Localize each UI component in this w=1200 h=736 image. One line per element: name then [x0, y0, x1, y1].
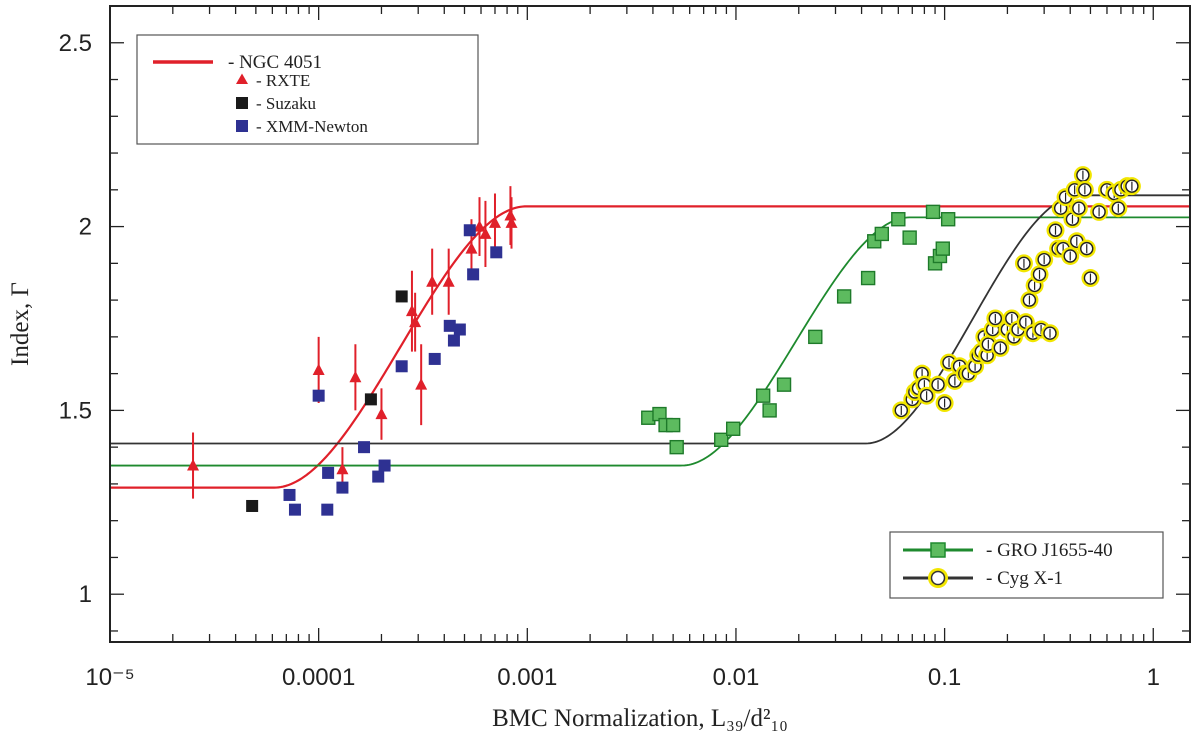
- y-tick-label: 1.5: [59, 397, 92, 424]
- gro-j1655-40-point: [808, 329, 823, 345]
- legend-rxte-label: - RXTE: [256, 71, 310, 90]
- xmm-newton-point: [322, 466, 335, 479]
- rxte-point: [409, 315, 422, 328]
- legend-rxte-marker: [236, 73, 248, 84]
- xmm-newton-point: [358, 441, 371, 454]
- gro-j1655-40-point: [891, 212, 906, 227]
- xmm-newton-point: [428, 352, 441, 365]
- legend-ngc4051-label: - NGC 4051: [228, 52, 322, 73]
- gro-j1655-40-point: [860, 270, 876, 286]
- gro-j1655-40-point: [935, 241, 950, 256]
- x-tick-label: 1: [1147, 664, 1160, 691]
- legend-cyg-marker: [930, 570, 946, 586]
- y-tick-label: 1: [79, 581, 92, 608]
- gro-j1655-40-point: [665, 417, 681, 433]
- data-points: [187, 166, 1141, 516]
- rxte-point: [488, 216, 501, 228]
- y-tick-label: 2: [79, 214, 92, 241]
- xmm-newton-point: [467, 268, 480, 281]
- xmm-newton-point: [463, 224, 476, 237]
- rxte-point: [426, 275, 439, 287]
- rxte-point: [375, 407, 388, 420]
- fit-curve-ngc-4051: [110, 205, 1190, 489]
- rxte-point: [336, 462, 349, 475]
- suzaku-point: [246, 499, 259, 512]
- x-tick-label: 0.0001: [282, 664, 355, 691]
- legend-xmm-label: - XMM-Newton: [256, 117, 368, 136]
- gro-j1655-40-point: [836, 289, 852, 304]
- gro-j1655-40-point: [669, 439, 684, 455]
- y-tick-label: 2.5: [59, 30, 92, 57]
- xmm-newton-point: [378, 459, 391, 472]
- gro-j1655-40-point: [940, 212, 956, 227]
- y-axis-label: Index, Γ: [7, 282, 34, 366]
- gro-j1655-40-point: [902, 230, 917, 245]
- fit-curve-cyg-x-1: [110, 194, 1190, 445]
- xmm-newton-point: [443, 319, 456, 332]
- xmm-newton-point: [283, 488, 296, 501]
- xmm-newton-point: [321, 503, 334, 516]
- legend-gro-label: - GRO J1655-40: [986, 540, 1113, 561]
- legend-top-left: - NGC 4051 - RXTE - Suzaku - XMM-Newton: [136, 34, 479, 145]
- gro-j1655-40-point: [714, 432, 729, 448]
- rxte-point: [405, 304, 418, 317]
- rxte-point: [504, 209, 517, 221]
- gro-j1655-40-point: [762, 403, 777, 418]
- x-axis-label: BMC Normalization, L₃₉/d²₁₀: [492, 705, 788, 732]
- legend-bottom-right: - GRO J1655-40 - Cyg X-1: [889, 531, 1164, 599]
- rxte-point: [349, 370, 362, 383]
- rxte-point: [187, 459, 200, 471]
- fit-curve-gro-j1655-40: [110, 216, 1190, 467]
- xmm-newton-point: [490, 246, 503, 259]
- legend-suzaku-label: - Suzaku: [256, 94, 316, 113]
- gro-j1655-40-point: [725, 421, 741, 436]
- x-tick-label: 10⁻⁵: [85, 664, 134, 691]
- plot-frame: [109, 5, 1191, 643]
- rxte-point: [442, 275, 455, 287]
- suzaku-point: [364, 393, 377, 406]
- gro-j1655-40-point: [776, 377, 792, 392]
- gro-j1655-40-point: [755, 388, 771, 403]
- xmm-newton-point: [453, 323, 466, 336]
- xmm-newton-point: [372, 470, 385, 483]
- fit-curves: [110, 194, 1190, 489]
- xmm-newton-point: [336, 481, 349, 494]
- legend-suzaku-marker: [236, 97, 248, 109]
- axis-ticks: 10⁻⁵ 0.0001 0.001 0.01 0.1 1 1 1.5 2 2.5: [59, 5, 1190, 691]
- x-tick-label: 0.1: [928, 664, 961, 691]
- suzaku-point: [395, 290, 408, 303]
- rxte-point: [505, 216, 518, 228]
- rxte-point: [473, 220, 486, 232]
- rxte-point: [479, 227, 492, 239]
- legend-top-box: [136, 34, 479, 145]
- legend-cyg-label: - Cyg X-1: [986, 568, 1063, 589]
- xmm-newton-point: [312, 389, 325, 402]
- legend-gro-marker: [930, 542, 946, 558]
- x-tick-label: 0.001: [497, 664, 557, 691]
- gro-j1655-40-point: [925, 204, 941, 220]
- xmm-newton-point: [395, 360, 408, 373]
- rxte-point: [312, 363, 325, 375]
- x-tick-label: 0.01: [713, 664, 760, 691]
- xmm-newton-point: [447, 334, 460, 347]
- rxte-point: [465, 242, 478, 254]
- rxte-point: [415, 378, 428, 390]
- xmm-newton-point: [288, 503, 301, 516]
- gro-j1655-40-point: [874, 226, 889, 242]
- legend-xmm-marker: [236, 120, 248, 132]
